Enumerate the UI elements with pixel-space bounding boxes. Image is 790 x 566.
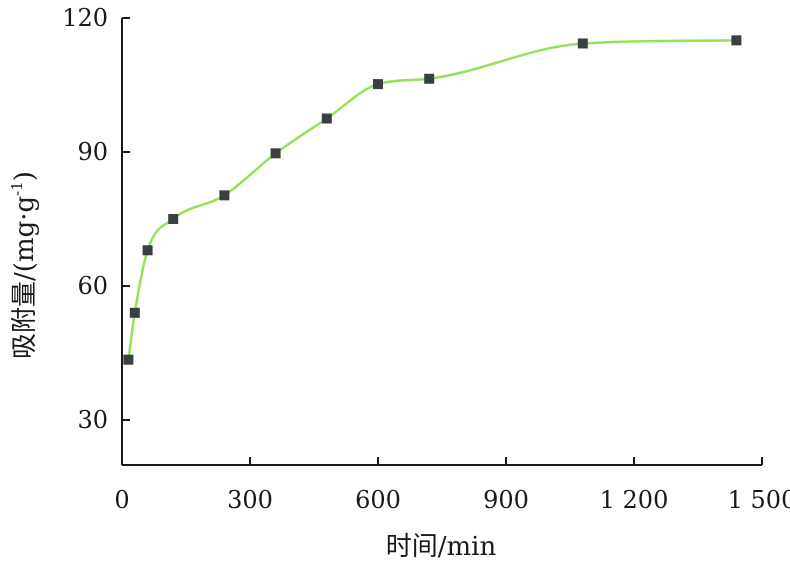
data-point-3 xyxy=(168,214,179,224)
y-tick-label-120: 120 xyxy=(62,4,108,32)
data-point-0 xyxy=(123,354,134,365)
data-point-1 xyxy=(129,307,140,318)
x-tick-label-900: 900 xyxy=(483,486,529,514)
axes xyxy=(121,18,762,466)
x-axis-title: 时间/min xyxy=(386,532,497,562)
data-point-layer xyxy=(123,35,742,365)
y-axis-title-close: ) xyxy=(10,171,40,181)
x-tick-label-1500: 1 500 xyxy=(728,486,790,514)
x-tick-label-600: 600 xyxy=(355,486,401,514)
y-tick-label-90: 90 xyxy=(77,138,108,166)
data-point-10 xyxy=(731,35,742,46)
x-tick-label-300: 300 xyxy=(227,486,273,514)
y-axis-title: 吸附量/(mg·g-1) xyxy=(8,171,40,359)
data-point-2 xyxy=(142,245,153,256)
data-point-9 xyxy=(577,38,588,49)
x-tick-label-0: 0 xyxy=(114,486,129,514)
data-point-7 xyxy=(373,79,383,90)
y-tick-label-60: 60 xyxy=(77,272,108,300)
y-axis-title-main: 吸附量/(mg·g xyxy=(10,196,40,359)
data-point-4 xyxy=(219,190,230,201)
data-point-8 xyxy=(424,73,435,84)
y-axis-title-superscript: -1 xyxy=(8,181,26,196)
data-point-6 xyxy=(321,113,332,124)
data-point-5 xyxy=(270,148,281,159)
ticks: 0 300 600 900 1 200 1 500 30 60 90 120 xyxy=(62,4,790,514)
y-tick-label-30: 30 xyxy=(77,406,108,434)
x-tick-label-1200: 1 200 xyxy=(600,486,669,514)
